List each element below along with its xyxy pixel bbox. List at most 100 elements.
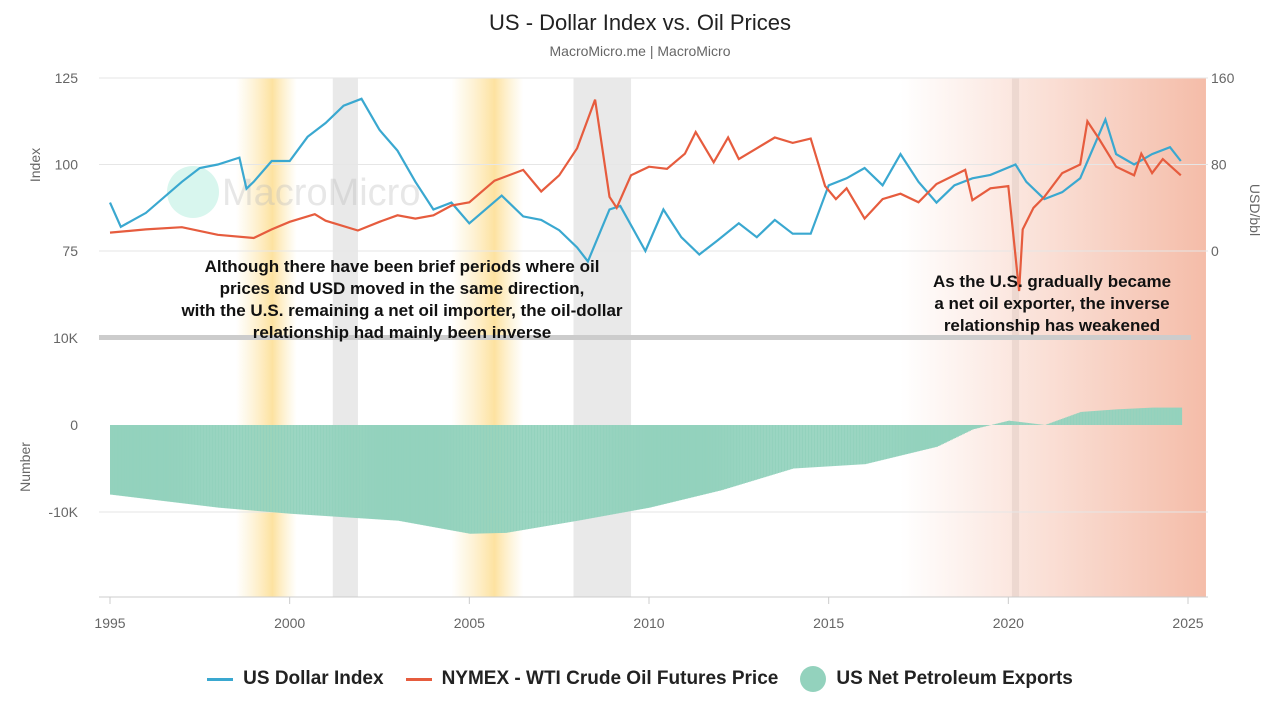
bar: [1072, 414, 1075, 425]
bar: [268, 425, 271, 512]
bar: [369, 425, 371, 519]
bar: [518, 425, 521, 531]
bar: [879, 425, 882, 461]
y-axis-label-right: USD/bbl: [1247, 184, 1263, 236]
bar: [1039, 424, 1042, 425]
bar: [360, 425, 362, 519]
bar: [151, 425, 154, 500]
bar: [768, 425, 771, 476]
bar: [875, 425, 877, 462]
bar: [437, 425, 440, 529]
bar: [175, 425, 178, 503]
bar: [819, 425, 822, 467]
bar: [848, 425, 850, 466]
bar: [921, 425, 924, 451]
bar: [181, 425, 184, 504]
bar: [687, 425, 690, 499]
bar: [301, 425, 304, 515]
bar: [827, 425, 829, 467]
bar: [533, 425, 536, 529]
bar: [1015, 421, 1018, 425]
bar: [493, 425, 495, 534]
bar: [195, 425, 197, 505]
bar: [1060, 419, 1063, 425]
bar: [982, 425, 985, 427]
bar: [747, 425, 750, 483]
bar: [440, 425, 443, 529]
bar: [949, 425, 952, 441]
bar: [804, 425, 807, 468]
bar: [635, 425, 638, 511]
bar: [1143, 408, 1145, 425]
bar: [276, 425, 278, 513]
bar: [717, 425, 720, 491]
bar: [165, 425, 167, 502]
bar: [663, 425, 666, 505]
legend-swatch: [800, 666, 827, 692]
bar: [147, 425, 150, 500]
bar: [214, 425, 217, 508]
bar: [192, 425, 194, 505]
bar: [924, 425, 927, 450]
bar: [788, 425, 790, 470]
bar: [288, 425, 290, 514]
bar: [683, 425, 686, 500]
bar: [1146, 407, 1148, 425]
bar: [470, 425, 473, 534]
bar: [963, 425, 966, 434]
bar: [1057, 420, 1060, 425]
bar: [553, 425, 555, 525]
bar: [942, 425, 945, 444]
bar: [985, 425, 988, 427]
bar: [1098, 410, 1100, 425]
legend-item-dollar-index[interactable]: US Dollar Index: [207, 668, 384, 690]
bar: [881, 425, 883, 461]
bar: [148, 425, 151, 500]
bar: [961, 425, 964, 435]
bar: [286, 425, 289, 514]
bar: [330, 425, 332, 517]
bar: [574, 425, 576, 522]
bar: [186, 425, 188, 504]
bar: [310, 425, 313, 516]
bar: [680, 425, 683, 501]
bar: [1038, 424, 1040, 425]
bar: [671, 425, 674, 503]
bar: [689, 425, 692, 498]
bar: [1017, 421, 1019, 425]
bar: [922, 425, 925, 451]
bar: [822, 425, 825, 467]
bar: [999, 422, 1001, 425]
bar: [180, 425, 182, 504]
bar: [247, 425, 250, 511]
bar: [520, 425, 522, 531]
legend-item-net-exports[interactable]: US Net Petroleum Exports: [800, 666, 1073, 692]
bar: [382, 425, 385, 520]
bar: [376, 425, 379, 520]
bar: [957, 425, 960, 437]
bar: [273, 425, 275, 513]
x-tick: 2010: [633, 615, 664, 631]
panel-separator: [99, 335, 1191, 340]
bar: [637, 425, 639, 510]
bar: [785, 425, 787, 471]
bar: [220, 425, 223, 508]
bar: [406, 425, 409, 523]
bar: [114, 425, 117, 496]
bar: [315, 425, 317, 516]
bar: [394, 425, 397, 521]
bar: [928, 425, 931, 449]
bar: [1162, 407, 1165, 425]
bar: [755, 425, 757, 480]
bar: [708, 425, 711, 494]
bar: [318, 425, 320, 516]
bar: [523, 425, 525, 530]
bar: [634, 425, 636, 511]
y-tick-right: 0: [1211, 243, 1219, 259]
bar: [178, 425, 181, 503]
bar: [681, 425, 684, 500]
bar: [400, 425, 403, 522]
legend-item-wti[interactable]: NYMEX - WTI Crude Oil Futures Price: [405, 668, 778, 690]
bar: [497, 425, 500, 534]
bar: [1006, 421, 1009, 425]
